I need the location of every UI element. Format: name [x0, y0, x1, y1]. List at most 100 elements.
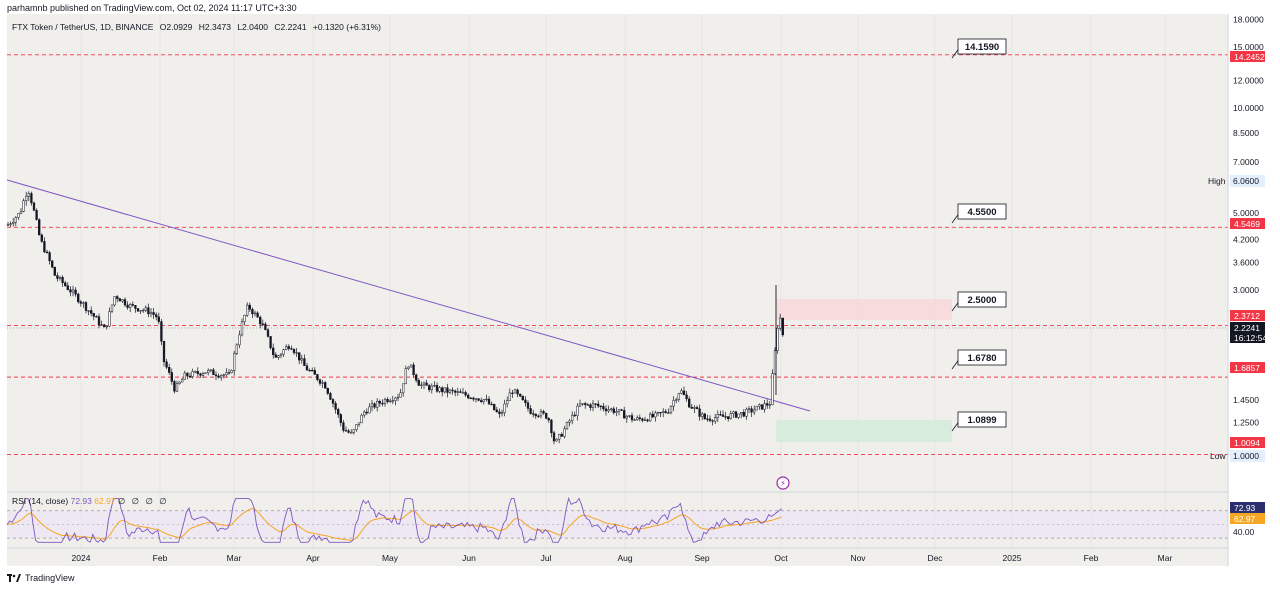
- candle: [758, 403, 761, 410]
- callout-4[interactable]: 1.0899: [951, 411, 1007, 432]
- candle: [721, 410, 725, 417]
- candle: [225, 368, 228, 377]
- callout-1[interactable]: 4.5500: [951, 203, 1007, 224]
- candle: [303, 354, 306, 366]
- candle: [555, 438, 558, 442]
- rsi-tag: 72.93: [1230, 502, 1265, 513]
- candle: [630, 412, 634, 423]
- price-tag: 1.0094: [1230, 437, 1265, 448]
- candle: [591, 400, 595, 412]
- candle: [672, 396, 675, 412]
- candle: [633, 418, 636, 421]
- candle: [324, 380, 327, 389]
- candle: [563, 425, 566, 439]
- candle: [51, 260, 54, 269]
- candle: [464, 390, 467, 397]
- candle: [329, 391, 332, 400]
- candle: [373, 402, 376, 410]
- candle: [565, 421, 569, 430]
- callout-2[interactable]: 2.5000: [951, 291, 1007, 312]
- time-tick: Apr: [306, 553, 319, 563]
- candle: [610, 407, 613, 412]
- candle: [370, 399, 374, 412]
- candle: [230, 369, 233, 374]
- candle: [534, 413, 537, 419]
- symbol-legend[interactable]: FTX Token / TetherUS, 1D, BINANCE O2.092…: [12, 22, 385, 32]
- candle: [116, 295, 119, 303]
- candle: [420, 381, 423, 389]
- candle: [714, 413, 717, 424]
- candle: [191, 368, 194, 379]
- candle: [659, 411, 662, 417]
- candle: [308, 368, 311, 372]
- candle: [32, 201, 36, 212]
- candle: [586, 403, 589, 406]
- candle: [755, 405, 758, 411]
- price-tag: 16:12:54: [1230, 332, 1267, 343]
- candle: [339, 413, 342, 427]
- candle: [667, 408, 670, 414]
- candle: [394, 396, 397, 406]
- candle: [253, 310, 257, 317]
- candle: [82, 301, 85, 308]
- rsi-legend[interactable]: RSI (14, close) 72.93 62.97 ∅ ∅ ∅ ∅: [12, 496, 169, 507]
- candle: [110, 304, 114, 313]
- candle: [677, 392, 680, 402]
- candle: [222, 373, 225, 379]
- candle: [381, 399, 384, 407]
- candle: [168, 363, 171, 375]
- svg-text:1.0899: 1.0899: [967, 415, 996, 426]
- candle: [326, 387, 329, 396]
- candle: [142, 308, 145, 313]
- candle: [357, 422, 361, 427]
- candle: [404, 365, 407, 385]
- candle: [763, 400, 766, 413]
- candle: [298, 352, 301, 365]
- price-tag: 1.6857: [1230, 362, 1265, 373]
- candle: [248, 302, 251, 313]
- candle: [698, 404, 701, 421]
- candle: [360, 413, 363, 424]
- candle: [740, 411, 743, 419]
- candle: [45, 249, 49, 254]
- candle: [183, 370, 186, 380]
- candle: [391, 395, 394, 404]
- time-tick: Feb: [1084, 553, 1099, 563]
- callouts: 14.1590 4.5500 2.5000 1.6780 1.0899: [951, 38, 1007, 432]
- candle: [279, 352, 283, 359]
- candle: [682, 386, 686, 396]
- candle: [576, 403, 579, 421]
- candle: [266, 328, 270, 338]
- candle: [9, 221, 12, 228]
- level-lines: [7, 54, 1228, 456]
- candle: [399, 388, 402, 398]
- candle: [376, 398, 379, 412]
- candle: [204, 372, 207, 374]
- candle: [708, 415, 712, 423]
- candle: [425, 379, 428, 386]
- candle: [599, 405, 602, 411]
- rsi-tag: 62.97: [1230, 513, 1265, 524]
- candle: [87, 310, 90, 316]
- candle: [66, 282, 69, 291]
- candle: [337, 407, 340, 418]
- candle: [685, 391, 688, 402]
- candle: [737, 413, 740, 420]
- candle: [316, 373, 319, 382]
- candle: [487, 396, 491, 405]
- candle: [602, 403, 605, 412]
- candle: [97, 313, 101, 329]
- candle: [430, 383, 433, 394]
- candle: [654, 410, 657, 422]
- candle: [305, 362, 309, 371]
- price-tick: 7.0000: [1233, 157, 1259, 167]
- candle: [201, 371, 205, 378]
- candle: [495, 406, 498, 413]
- time-tick: Mar: [1158, 553, 1173, 563]
- callout-0[interactable]: 14.1590: [951, 38, 1007, 59]
- callout-3[interactable]: 1.6780: [951, 349, 1007, 370]
- candle: [264, 322, 267, 331]
- candle: [524, 396, 527, 407]
- tradingview-footer[interactable]: TradingView: [7, 573, 75, 583]
